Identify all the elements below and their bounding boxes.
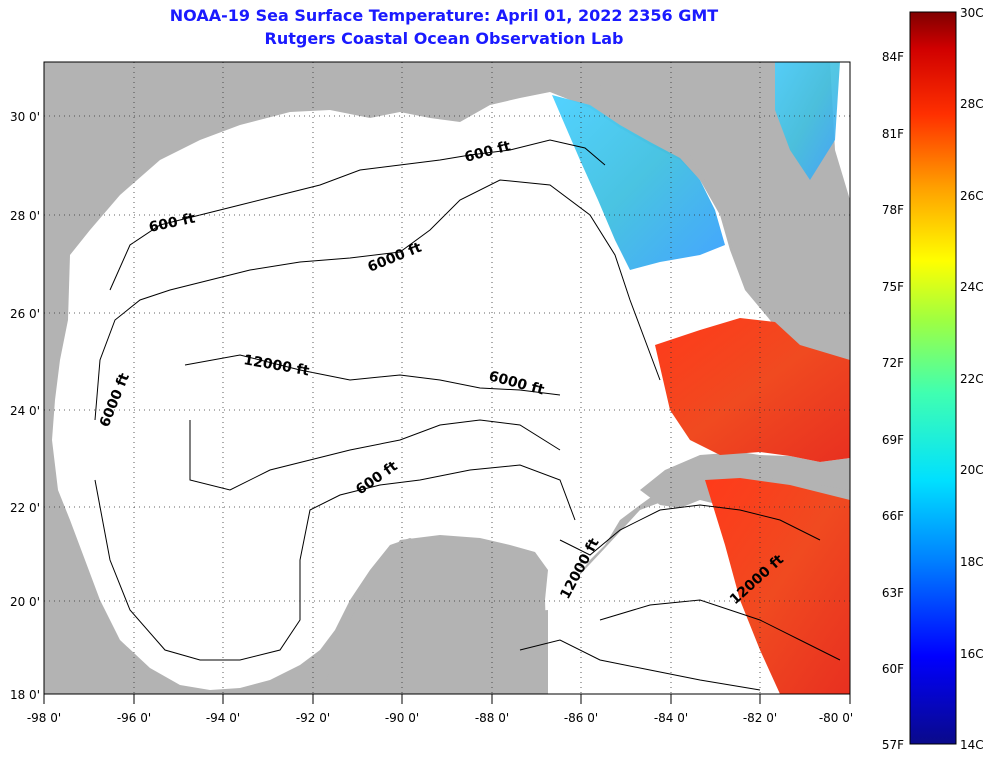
colorbar-fahrenheit-label: 78F <box>882 203 904 217</box>
lon-tick-label: -82 0' <box>743 711 777 725</box>
colorbar-fahrenheit-label: 72F <box>882 356 904 370</box>
colorbar-fahrenheit-label: 75F <box>882 280 904 294</box>
lon-tick-label: -90 0' <box>385 711 419 725</box>
sst-swath-warm-south <box>705 478 850 694</box>
lon-tick-label: -94 0' <box>206 711 240 725</box>
colorbar-celsius-label: 30C <box>960 6 984 20</box>
colorbar-celsius-label: 26C <box>960 189 984 203</box>
lat-tick-label: 26 0' <box>10 307 40 321</box>
lon-tick-label: -80 0' <box>819 711 853 725</box>
colorbar-celsius-label: 28C <box>960 97 984 111</box>
gridlines <box>44 62 850 694</box>
lon-tick-label: -88 0' <box>475 711 509 725</box>
colorbar-fahrenheit-label: 84F <box>882 50 904 64</box>
lat-tick-label: 30 0' <box>10 110 40 124</box>
colorbar-celsius-label: 20C <box>960 463 984 477</box>
colorbar-celsius-label: 24C <box>960 280 984 294</box>
sst-swath-atlantic <box>775 62 840 180</box>
colorbar-fahrenheit-label: 66F <box>882 509 904 523</box>
colorbar-celsius-label: 22C <box>960 372 984 386</box>
sst-swath-warm-north <box>655 318 850 462</box>
colorbar-gradient <box>909 11 957 745</box>
lon-tick-label: -86 0' <box>564 711 598 725</box>
yucatan-land <box>320 535 548 694</box>
map-title: NOAA-19 Sea Surface Temperature: April 0… <box>169 6 719 25</box>
map-frame <box>43 61 851 695</box>
lat-tick-label: 22 0' <box>10 501 40 515</box>
lon-tick-label: -98 0' <box>27 711 61 725</box>
lat-tick-label: 18 0' <box>10 688 40 702</box>
bathymetry-contours <box>94 139 841 691</box>
lon-tick-label: -92 0' <box>296 711 330 725</box>
lon-tick-label: -96 0' <box>117 711 151 725</box>
lat-tick-label: 28 0' <box>10 209 40 223</box>
colorbar-fahrenheit-label: 63F <box>882 586 904 600</box>
colorbar-celsius-label: 18C <box>960 555 984 569</box>
lat-tick-label: 20 0' <box>10 595 40 609</box>
lon-tick-label: -84 0' <box>654 711 688 725</box>
colorbar-fahrenheit-label: 69F <box>882 433 904 447</box>
lat-tick-label: 24 0' <box>10 404 40 418</box>
cuba-land <box>640 452 850 508</box>
colorbar-celsius-label: 14C <box>960 738 984 752</box>
sst-swath-cool <box>552 95 725 270</box>
colorbar-fahrenheit-label: 57F <box>882 738 904 752</box>
lon-ticks <box>43 694 851 704</box>
colorbar-fahrenheit-label: 81F <box>882 127 904 141</box>
colorbar-fahrenheit-label: 60F <box>882 662 904 676</box>
colorbar-celsius-label: 16C <box>960 647 984 661</box>
map-subtitle: Rutgers Coastal Ocean Observation Lab <box>264 29 624 48</box>
